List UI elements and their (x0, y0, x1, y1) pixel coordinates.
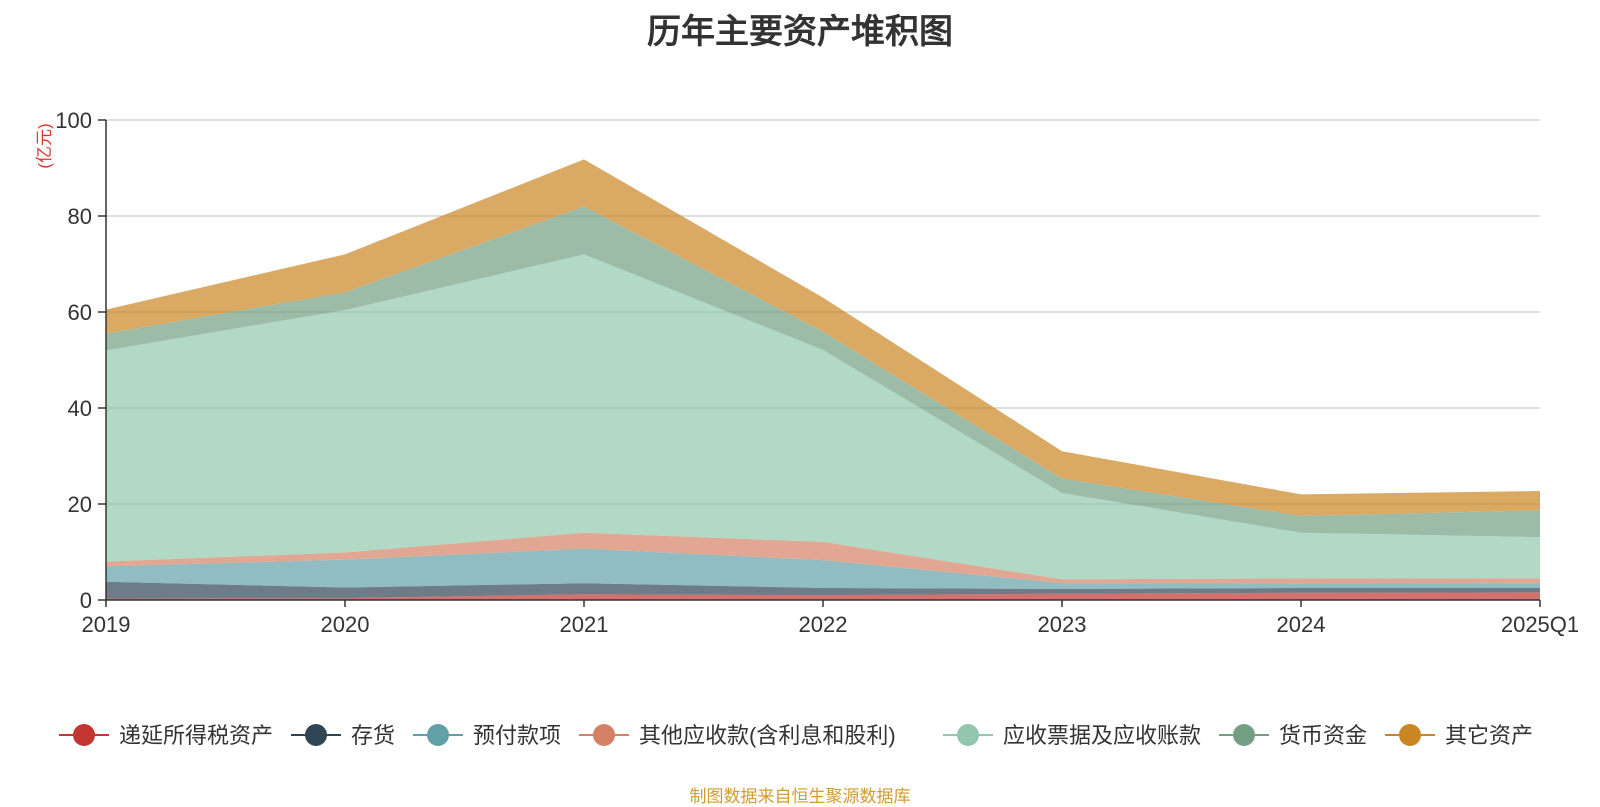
legend-marker-0 (73, 724, 95, 746)
area-series-2 (106, 548, 1540, 589)
x-tick-label-6: 2025Q1 (1501, 612, 1579, 637)
y-tick-label-1: 20 (68, 492, 92, 517)
y-tick-label-0: 0 (80, 588, 92, 613)
area-series-0 (106, 592, 1540, 600)
x-tick-label-0: 2019 (82, 612, 131, 637)
legend-label-3: 其他应收款(含利息和股利) (639, 723, 896, 748)
y-axis-unit: (亿元) (35, 123, 54, 168)
area-series-3 (106, 532, 1540, 584)
x-tick-label-5: 2024 (1277, 612, 1326, 637)
area-series-4 (106, 254, 1540, 580)
y-tick-label-5: 100 (55, 108, 92, 133)
x-tick-label-1: 2020 (321, 612, 370, 637)
x-tick-label-2: 2021 (560, 612, 609, 637)
legend-marker-1 (305, 724, 327, 746)
legend-marker-3 (593, 724, 615, 746)
y-tick-labels: 0 20 40 60 80 100 (55, 108, 106, 613)
x-tick-label-3: 2022 (799, 612, 848, 637)
legend-label-4: 应收票据及应收账款 (1003, 723, 1201, 748)
legend-label-1: 存货 (351, 723, 395, 748)
legend: 递延所得税资产 存货 预付款项 其他应收款(含利息和股利) 应收票据及应收账款 货币资金 其… (59, 723, 1533, 748)
legend-label-6: 其它资产 (1445, 723, 1533, 748)
x-tick-labels: 2019 2020 2021 2022 2023 2024 2025Q1 (82, 600, 1579, 637)
x-tick-label-4: 2023 (1038, 612, 1087, 637)
legend-marker-6 (1399, 724, 1421, 746)
legend-label-0: 递延所得税资产 (119, 723, 273, 748)
y-tick-label-2: 40 (68, 396, 92, 421)
y-tick-label-4: 80 (68, 204, 92, 229)
y-tick-label-3: 60 (68, 300, 92, 325)
chart-title: 历年主要资产堆积图 (647, 13, 953, 51)
area-series (106, 159, 1540, 600)
legend-marker-5 (1233, 724, 1255, 746)
area-series-1 (106, 581, 1540, 599)
legend-marker-2 (427, 724, 449, 746)
legend-marker-4 (957, 724, 979, 746)
area-series-6 (106, 159, 1540, 517)
stacked-area-chart: 0 20 40 60 80 100 2019 2020 2021 2022 2023 2024 202… (35, 108, 1579, 748)
legend-label-5: 货币资金 (1279, 723, 1367, 748)
data-source-note: 制图数据来自恒生聚源数据库 (689, 787, 911, 806)
legend-label-2: 预付款项 (473, 723, 561, 748)
